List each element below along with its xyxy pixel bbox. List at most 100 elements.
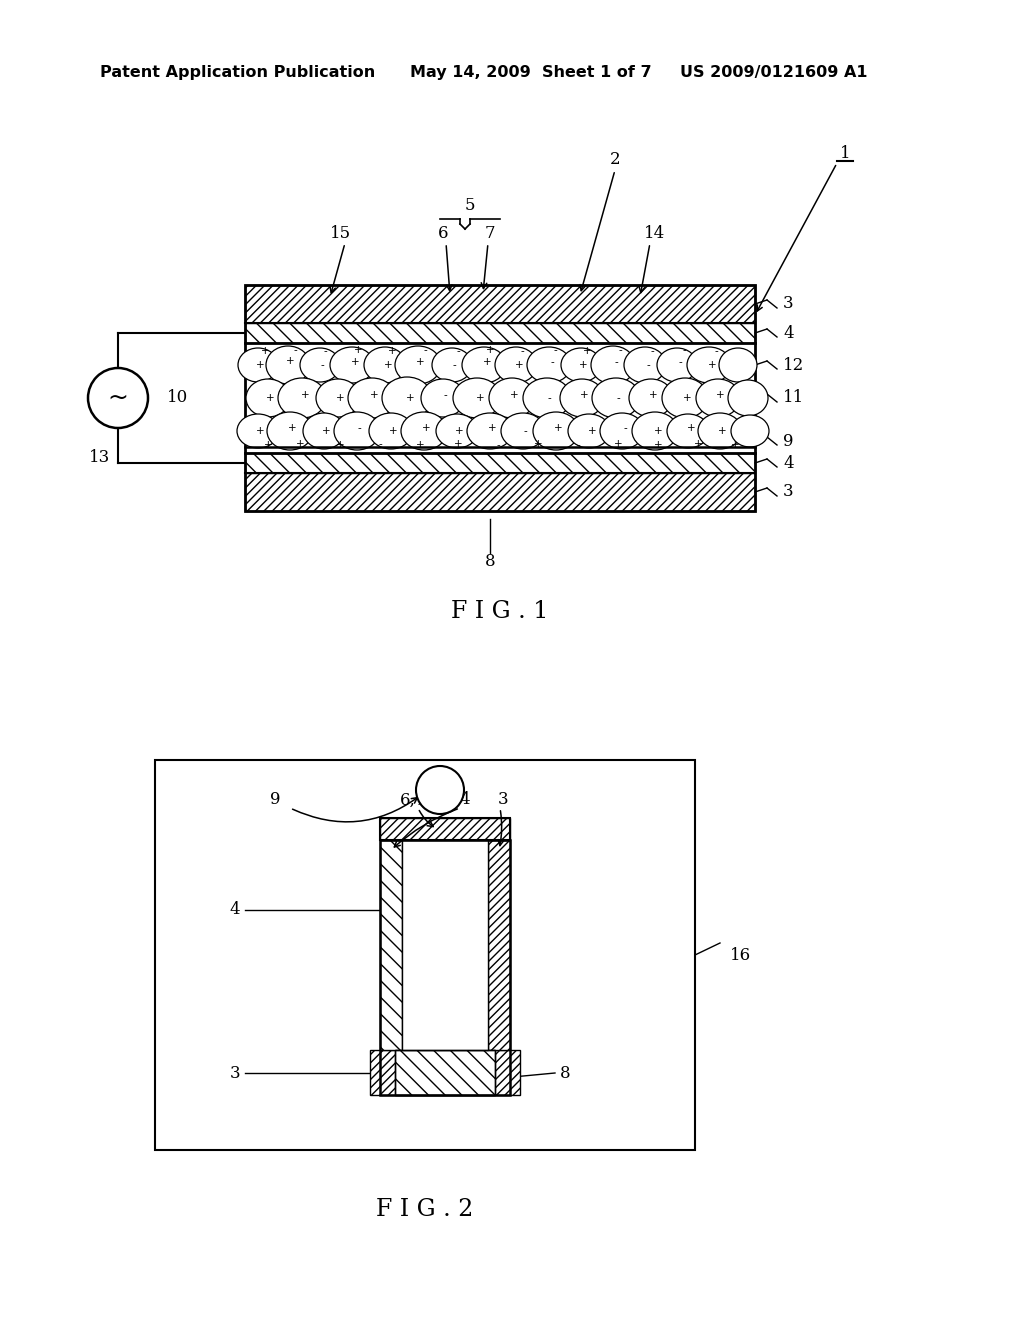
Text: +: +	[554, 422, 562, 433]
Text: +: +	[388, 346, 396, 356]
Text: +: +	[613, 440, 623, 449]
Ellipse shape	[453, 378, 501, 418]
Bar	[395, 1049, 495, 1096]
Text: -: -	[378, 440, 382, 449]
Ellipse shape	[489, 378, 535, 418]
Ellipse shape	[330, 347, 374, 383]
Text: -: -	[523, 426, 527, 436]
Text: +: +	[416, 440, 424, 450]
Ellipse shape	[395, 346, 441, 384]
Text: +: +	[653, 426, 663, 436]
Text: -: -	[714, 346, 718, 356]
Text: +: +	[353, 345, 362, 355]
Text: +: +	[336, 393, 344, 403]
Text: 4: 4	[783, 454, 794, 471]
Text: +: +	[731, 440, 739, 450]
Text: +: +	[336, 440, 344, 450]
Text: -: -	[321, 360, 324, 370]
Text: +: +	[718, 426, 726, 436]
Ellipse shape	[300, 348, 340, 381]
Text: 13: 13	[89, 450, 111, 466]
Circle shape	[416, 766, 464, 814]
Text: 4: 4	[229, 902, 241, 919]
Text: 8: 8	[484, 553, 496, 569]
Ellipse shape	[624, 347, 666, 383]
Ellipse shape	[731, 414, 769, 447]
Text: +: +	[454, 440, 462, 449]
Bar	[402, 840, 488, 1049]
Bar	[370, 1049, 520, 1096]
Bar	[245, 285, 755, 323]
Ellipse shape	[501, 413, 545, 449]
Text: +: +	[256, 360, 264, 370]
Text: +: +	[510, 389, 518, 400]
Ellipse shape	[303, 413, 345, 449]
Text: +: +	[476, 393, 484, 403]
Text: 3: 3	[498, 792, 508, 808]
Ellipse shape	[436, 414, 478, 447]
Text: Patent Application Publication: Patent Application Publication	[100, 65, 375, 79]
Bar	[245, 473, 755, 511]
Bar	[245, 343, 755, 453]
Text: 7: 7	[484, 224, 496, 242]
Text: -: -	[520, 346, 524, 356]
Ellipse shape	[348, 378, 396, 418]
Ellipse shape	[728, 380, 768, 416]
Ellipse shape	[238, 348, 278, 381]
Text: 3: 3	[783, 296, 794, 313]
Text: +: +	[265, 393, 274, 403]
Text: -: -	[357, 422, 360, 433]
Ellipse shape	[560, 379, 604, 417]
Text: 16: 16	[730, 946, 752, 964]
Ellipse shape	[495, 347, 537, 383]
Ellipse shape	[237, 414, 279, 447]
Text: +: +	[687, 422, 695, 433]
Text: +: +	[515, 360, 523, 370]
Text: -: -	[456, 346, 460, 356]
Ellipse shape	[568, 414, 610, 447]
Ellipse shape	[696, 379, 740, 417]
Text: +: +	[422, 422, 430, 433]
Text: +: +	[579, 360, 588, 370]
Ellipse shape	[591, 346, 635, 384]
Bar	[380, 840, 402, 1049]
Ellipse shape	[523, 378, 571, 418]
Text: -: -	[577, 440, 580, 450]
Text: +: +	[416, 356, 424, 367]
Text: 4: 4	[783, 325, 794, 342]
Text: 10: 10	[167, 389, 188, 407]
Text: +: +	[482, 356, 492, 367]
Text: +: +	[350, 356, 359, 367]
Text: -: -	[650, 346, 654, 356]
Ellipse shape	[667, 414, 709, 447]
Ellipse shape	[629, 379, 673, 417]
Text: +: +	[653, 440, 663, 450]
Text: 11: 11	[783, 389, 804, 407]
Text: F I G . 2: F I G . 2	[376, 1199, 474, 1221]
Text: 6,7: 6,7	[399, 792, 426, 808]
Text: +: +	[534, 440, 543, 449]
Text: +: +	[370, 389, 378, 400]
Text: 3: 3	[229, 1064, 241, 1081]
Bar	[380, 818, 510, 840]
Circle shape	[88, 368, 148, 428]
Text: May 14, 2009  Sheet 1 of 7: May 14, 2009 Sheet 1 of 7	[410, 65, 651, 79]
Text: 14: 14	[644, 224, 666, 242]
Ellipse shape	[382, 378, 432, 418]
Text: +: +	[683, 393, 691, 403]
Ellipse shape	[662, 378, 708, 418]
Text: -: -	[618, 345, 622, 355]
Text: +: +	[261, 346, 269, 356]
Text: -: -	[550, 356, 554, 367]
Text: -: -	[553, 345, 557, 355]
Text: 2: 2	[609, 152, 621, 169]
Text: 9: 9	[269, 792, 281, 808]
Text: ~: ~	[108, 385, 128, 411]
Ellipse shape	[246, 379, 290, 417]
Ellipse shape	[432, 348, 472, 381]
Ellipse shape	[561, 348, 601, 381]
Text: -: -	[547, 393, 551, 403]
Text: 8: 8	[560, 1064, 570, 1081]
Text: +: +	[716, 389, 724, 400]
Bar	[155, 760, 695, 1150]
